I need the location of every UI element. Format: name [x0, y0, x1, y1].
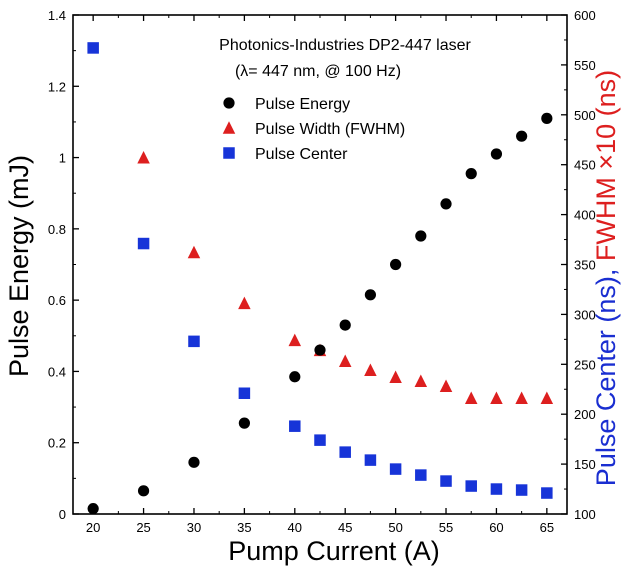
data-point — [540, 391, 554, 404]
y-axis-label-right-part2: FWHM ×10 (ns) — [591, 70, 621, 261]
data-point — [339, 446, 351, 458]
annotation-line-1: Photonics-Industries DP2-447 laser — [219, 37, 471, 54]
data-point — [515, 484, 528, 496]
y-axis-label-right-part1: Pulse Center (ns), — [591, 261, 621, 486]
series-pulse-energy — [87, 112, 553, 515]
data-point — [490, 148, 503, 160]
legend-item: Pulse Energy — [223, 96, 350, 113]
right-tick-label: 400 — [574, 208, 596, 223]
data-point — [188, 335, 200, 348]
data-point — [289, 371, 301, 383]
data-point — [137, 150, 150, 164]
left-axis-ticks: 0 0.2 0.4 0.6 0.8 1 1.2 1.4 — [48, 8, 79, 522]
data-point — [440, 475, 452, 487]
data-point — [364, 363, 377, 377]
data-point — [364, 289, 377, 301]
series-pulse-width-fwhm — [137, 150, 554, 404]
right-tick-label: 200 — [574, 407, 596, 422]
right-axis-ticks: 100 150 200 250 300 350 400 450 500 550 600 — [561, 8, 596, 522]
data-point — [465, 480, 477, 492]
data-point — [238, 387, 251, 399]
legend-item: Pulse Width (FWHM) — [222, 121, 405, 138]
data-point — [188, 456, 200, 468]
right-tick-label: 150 — [574, 457, 596, 472]
right-tick-label: 100 — [574, 507, 596, 522]
data-point — [87, 42, 99, 54]
x-tick-label: 35 — [237, 520, 251, 535]
data-point — [314, 434, 326, 446]
data-point — [187, 245, 201, 259]
left-tick-label: 1.2 — [48, 79, 66, 94]
data-point — [238, 417, 250, 429]
right-tick-label: 350 — [574, 258, 596, 273]
data-point — [415, 469, 427, 481]
data-point — [338, 354, 352, 368]
left-tick-label: 1.4 — [48, 8, 66, 23]
right-tick-label: 600 — [574, 8, 596, 23]
data-point — [339, 319, 351, 331]
annotation-line-2: (λ= 447 nm, @ 100 Hz) — [235, 63, 401, 80]
data-point — [464, 391, 478, 404]
data-point — [414, 374, 428, 388]
data-point — [490, 483, 503, 495]
legend-marker — [222, 121, 236, 134]
legend-label: Pulse Center — [255, 146, 348, 163]
x-tick-label: 60 — [489, 520, 503, 535]
x-tick-label: 55 — [439, 520, 453, 535]
data-point — [87, 503, 99, 515]
x-tick-label: 65 — [540, 520, 554, 535]
data-point — [541, 487, 553, 499]
x-tick-label: 25 — [136, 520, 150, 535]
x-tick-label: 45 — [338, 520, 352, 535]
data-point — [137, 485, 150, 497]
legend-marker — [223, 97, 235, 109]
legend-marker — [223, 147, 235, 159]
left-tick-label: 0.2 — [48, 436, 66, 451]
y-axis-label-left: Pulse Energy (mJ) — [4, 155, 34, 377]
x-tick-label: 40 — [288, 520, 302, 535]
left-tick-label: 0.6 — [48, 293, 66, 308]
legend-label: Pulse Energy — [255, 96, 350, 113]
series-pulse-center — [87, 42, 553, 499]
data-point — [490, 391, 503, 404]
right-tick-label: 500 — [574, 108, 596, 123]
x-tick-label: 30 — [187, 520, 201, 535]
x-axis-label: Pump Current (A) — [228, 536, 440, 566]
data-point — [415, 230, 427, 242]
data-point — [541, 112, 553, 124]
data-point — [515, 391, 528, 404]
data-point — [364, 454, 377, 466]
data-point — [389, 370, 402, 384]
y-axis-label-right: Pulse Center (ns), FWHM ×10 (ns) — [591, 70, 621, 486]
data-point — [465, 168, 477, 180]
left-tick-label: 1 — [59, 151, 66, 166]
data-point — [439, 379, 453, 393]
legend: Pulse Energy Pulse Width (FWHM) Pulse Cent… — [222, 96, 405, 163]
data-marks — [87, 42, 554, 515]
data-point — [516, 130, 528, 142]
right-tick-label: 450 — [574, 158, 596, 173]
right-tick-label: 300 — [574, 307, 596, 322]
x-tick-label: 20 — [86, 520, 100, 535]
data-point — [288, 333, 302, 347]
right-tick-label: 250 — [574, 357, 596, 372]
right-tick-label: 550 — [574, 58, 596, 73]
left-tick-label: 0.4 — [48, 364, 66, 379]
data-point — [314, 344, 326, 356]
data-point — [238, 296, 251, 310]
data-point — [389, 463, 402, 475]
left-tick-label: 0.8 — [48, 222, 66, 237]
data-point — [440, 198, 452, 210]
x-tick-label: 50 — [388, 520, 402, 535]
legend-item: Pulse Center — [223, 146, 348, 163]
data-point — [390, 258, 402, 271]
x-axis-ticks: 20 25 30 35 40 45 50 55 60 65 — [86, 15, 554, 535]
data-point — [289, 420, 301, 432]
data-point — [137, 237, 150, 250]
left-tick-label: 0 — [59, 507, 66, 522]
legend-label: Pulse Width (FWHM) — [255, 121, 405, 138]
